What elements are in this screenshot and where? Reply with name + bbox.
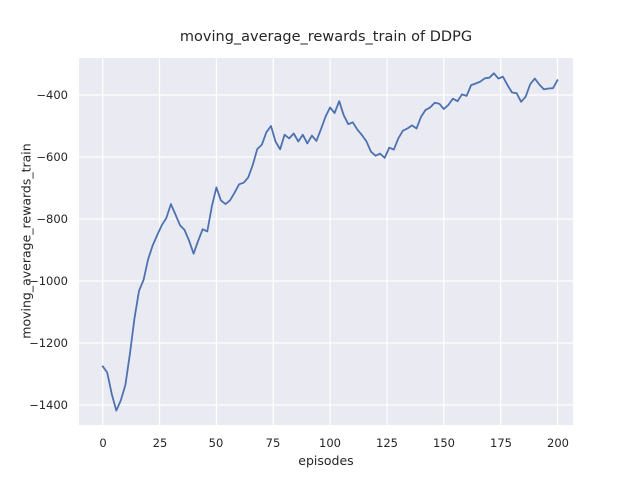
x-tick-label: 200 (547, 436, 569, 450)
chart-title: moving_average_rewards_train of DDPG (179, 29, 473, 45)
y-tick-label: −800 (36, 212, 68, 226)
x-tick-label: 125 (376, 436, 398, 450)
x-tick-label: 100 (319, 436, 341, 450)
x-tick-label: 150 (433, 436, 455, 450)
plot-area (79, 58, 573, 425)
y-tick-label: −1200 (29, 336, 68, 350)
x-tick-label: 0 (99, 436, 107, 450)
y-tick-label: −600 (36, 150, 68, 164)
y-axis-label: moving_average_rewards_train (18, 143, 34, 339)
x-tick-label: 75 (265, 436, 281, 450)
y-tick-label: −1400 (29, 398, 68, 412)
x-tick-label: 50 (208, 436, 224, 450)
x-tick-label: 25 (152, 436, 168, 450)
x-axis-label: episodes (298, 453, 354, 468)
y-tick-label: −400 (36, 88, 68, 102)
x-tick-label: 175 (490, 436, 512, 450)
chart-svg (79, 58, 573, 425)
data-line (101, 72, 559, 412)
y-tick-label: −1000 (29, 274, 68, 288)
